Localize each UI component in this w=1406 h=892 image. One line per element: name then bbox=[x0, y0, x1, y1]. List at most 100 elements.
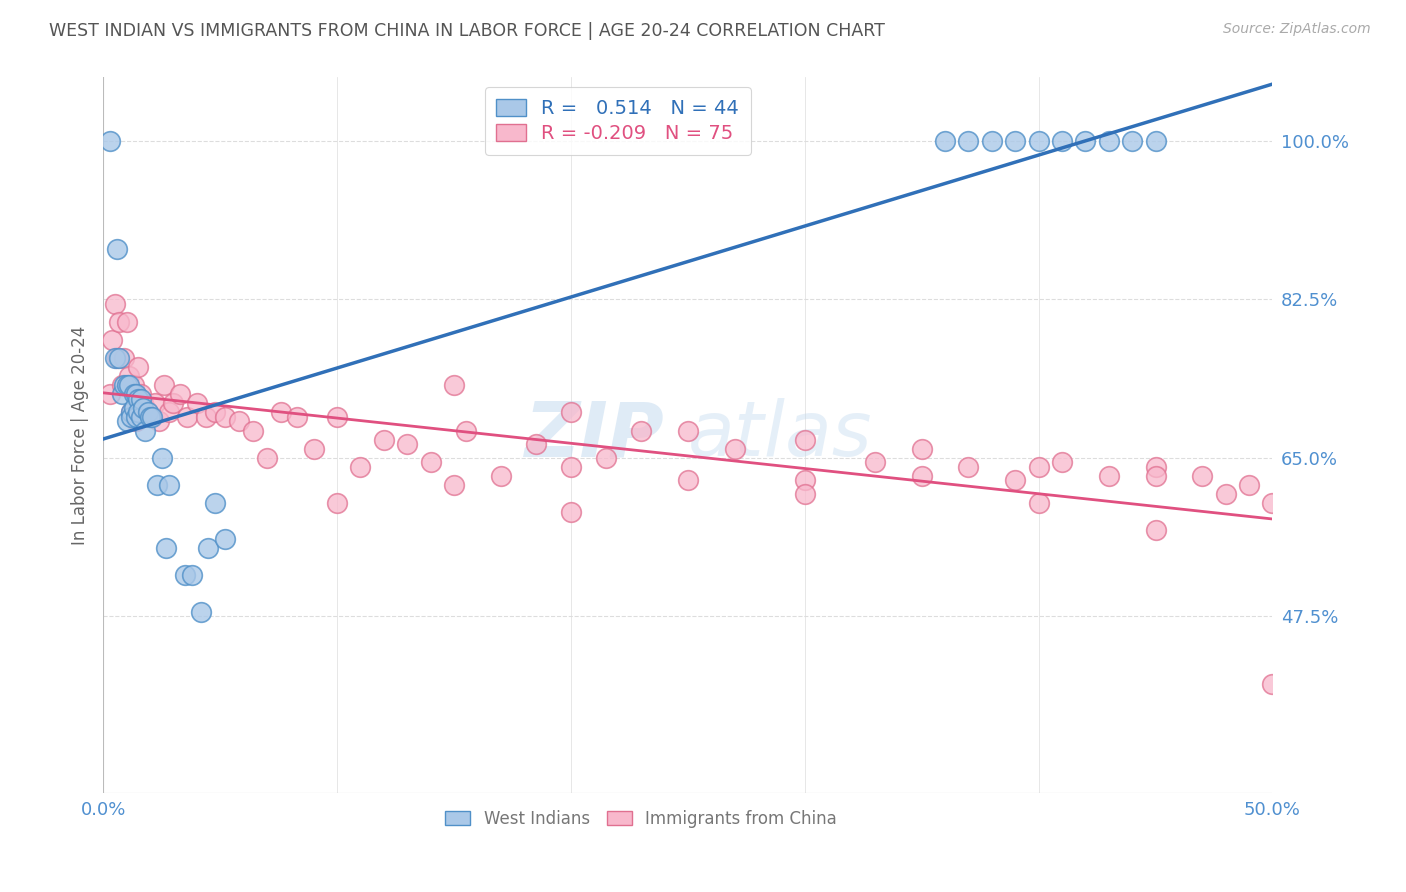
Point bbox=[139, 409, 162, 424]
Point bbox=[373, 433, 395, 447]
Point bbox=[630, 424, 652, 438]
Point bbox=[122, 387, 145, 401]
Point bbox=[120, 409, 142, 424]
Point bbox=[118, 378, 141, 392]
Point bbox=[1144, 468, 1167, 483]
Point bbox=[120, 405, 142, 419]
Point bbox=[1098, 134, 1121, 148]
Point bbox=[242, 424, 264, 438]
Point bbox=[129, 409, 152, 424]
Text: ZIP: ZIP bbox=[524, 398, 665, 472]
Point bbox=[122, 378, 145, 392]
Point bbox=[1237, 478, 1260, 492]
Point bbox=[419, 455, 441, 469]
Point bbox=[443, 478, 465, 492]
Point bbox=[524, 437, 547, 451]
Point bbox=[1004, 134, 1026, 148]
Point bbox=[132, 396, 155, 410]
Point bbox=[1144, 523, 1167, 537]
Point bbox=[127, 405, 149, 419]
Point bbox=[139, 409, 162, 424]
Point bbox=[98, 134, 121, 148]
Point bbox=[115, 414, 138, 428]
Point bbox=[134, 424, 156, 438]
Point bbox=[195, 409, 218, 424]
Point bbox=[111, 387, 134, 401]
Point bbox=[181, 568, 204, 582]
Point bbox=[155, 541, 177, 556]
Point bbox=[108, 351, 131, 365]
Point bbox=[1028, 134, 1050, 148]
Point bbox=[141, 409, 163, 424]
Point bbox=[1074, 134, 1097, 148]
Point bbox=[560, 505, 582, 519]
Point bbox=[204, 496, 226, 510]
Point bbox=[1050, 455, 1073, 469]
Point bbox=[186, 396, 208, 410]
Point bbox=[197, 541, 219, 556]
Point bbox=[595, 450, 617, 465]
Point bbox=[125, 414, 148, 428]
Point bbox=[118, 369, 141, 384]
Point bbox=[157, 405, 180, 419]
Point bbox=[911, 442, 934, 456]
Point bbox=[112, 351, 135, 365]
Point bbox=[1028, 459, 1050, 474]
Point bbox=[176, 409, 198, 424]
Point bbox=[214, 532, 236, 546]
Point bbox=[1144, 459, 1167, 474]
Point bbox=[174, 568, 197, 582]
Text: atlas: atlas bbox=[688, 398, 872, 472]
Point bbox=[204, 405, 226, 419]
Point bbox=[1261, 496, 1284, 510]
Point bbox=[676, 424, 699, 438]
Point bbox=[108, 315, 131, 329]
Point bbox=[146, 478, 169, 492]
Text: WEST INDIAN VS IMMIGRANTS FROM CHINA IN LABOR FORCE | AGE 20-24 CORRELATION CHAR: WEST INDIAN VS IMMIGRANTS FROM CHINA IN … bbox=[49, 22, 886, 40]
Point bbox=[111, 378, 134, 392]
Point bbox=[326, 409, 349, 424]
Point bbox=[190, 605, 212, 619]
Point bbox=[443, 378, 465, 392]
Point bbox=[120, 405, 142, 419]
Point bbox=[1191, 468, 1213, 483]
Point bbox=[1028, 496, 1050, 510]
Point bbox=[157, 478, 180, 492]
Point bbox=[150, 450, 173, 465]
Point bbox=[454, 424, 477, 438]
Point bbox=[136, 405, 159, 419]
Point bbox=[863, 455, 886, 469]
Point bbox=[1261, 677, 1284, 691]
Point bbox=[285, 409, 308, 424]
Point bbox=[1050, 134, 1073, 148]
Point bbox=[228, 414, 250, 428]
Point bbox=[148, 414, 170, 428]
Point bbox=[162, 396, 184, 410]
Y-axis label: In Labor Force | Age 20-24: In Labor Force | Age 20-24 bbox=[72, 326, 89, 545]
Point bbox=[98, 387, 121, 401]
Point bbox=[143, 396, 166, 410]
Point bbox=[489, 468, 512, 483]
Point bbox=[676, 473, 699, 487]
Point bbox=[101, 333, 124, 347]
Point bbox=[560, 459, 582, 474]
Point bbox=[134, 401, 156, 415]
Point bbox=[125, 409, 148, 424]
Point bbox=[1215, 487, 1237, 501]
Point bbox=[396, 437, 419, 451]
Point bbox=[1121, 134, 1143, 148]
Point bbox=[153, 378, 176, 392]
Point bbox=[136, 405, 159, 419]
Point bbox=[957, 134, 980, 148]
Point bbox=[270, 405, 292, 419]
Point bbox=[302, 442, 325, 456]
Point bbox=[793, 487, 815, 501]
Point bbox=[122, 401, 145, 415]
Point bbox=[127, 360, 149, 375]
Point bbox=[349, 459, 371, 474]
Text: Source: ZipAtlas.com: Source: ZipAtlas.com bbox=[1223, 22, 1371, 37]
Point bbox=[793, 473, 815, 487]
Point bbox=[129, 387, 152, 401]
Legend: West Indians, Immigrants from China: West Indians, Immigrants from China bbox=[439, 803, 844, 834]
Point bbox=[214, 409, 236, 424]
